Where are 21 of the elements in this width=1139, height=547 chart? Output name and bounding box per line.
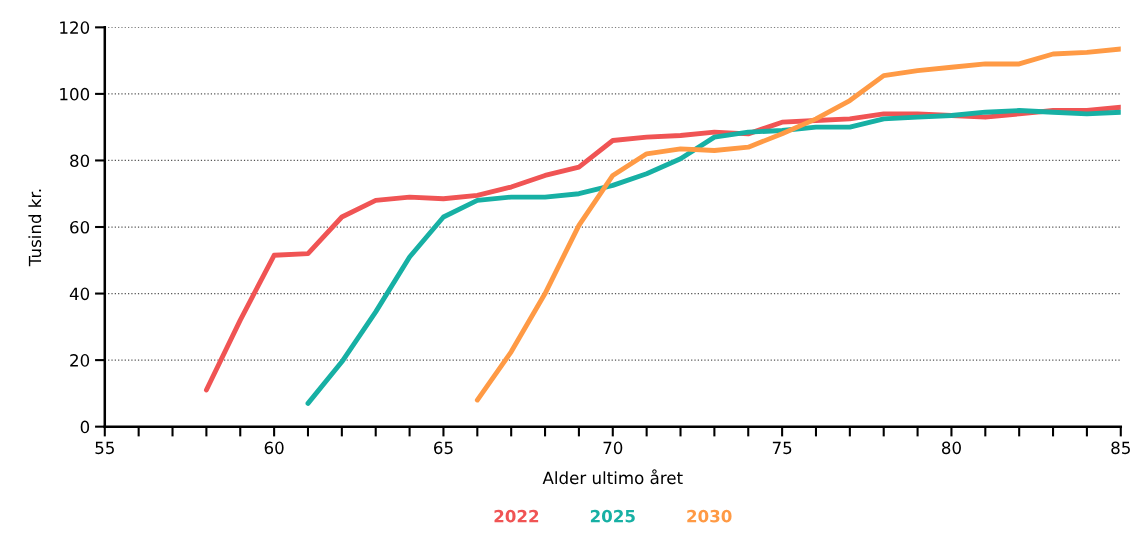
text: 2022	[494, 509, 539, 523]
y-tick-label: 100	[60, 87, 90, 101]
text: 2025	[590, 509, 635, 523]
y-tick-label: 40	[69, 287, 90, 301]
y-tick-label: 60	[70, 220, 90, 234]
y-tick-label: 20	[70, 354, 90, 367]
y-tick-label: 0	[80, 420, 90, 434]
x-axis-title: Alder ultimo året	[542, 469, 683, 485]
x-tick-label: 85	[1111, 441, 1130, 455]
y-axis-title: Tusind kr.	[28, 189, 42, 267]
text: 2030	[687, 509, 732, 523]
y-tick-label: 80	[70, 154, 90, 168]
line-series	[474, 46, 1121, 403]
x-tick-label: 80	[941, 441, 961, 455]
x-tick-label: 55	[95, 441, 114, 455]
x-tick-label: 65	[434, 441, 453, 455]
line-series	[305, 108, 1121, 406]
x-tick-label: 75	[772, 441, 792, 455]
x-tick-label: 70	[603, 441, 623, 455]
y-tick-label: 120	[60, 21, 90, 34]
x-tick-label: 60	[264, 441, 284, 455]
